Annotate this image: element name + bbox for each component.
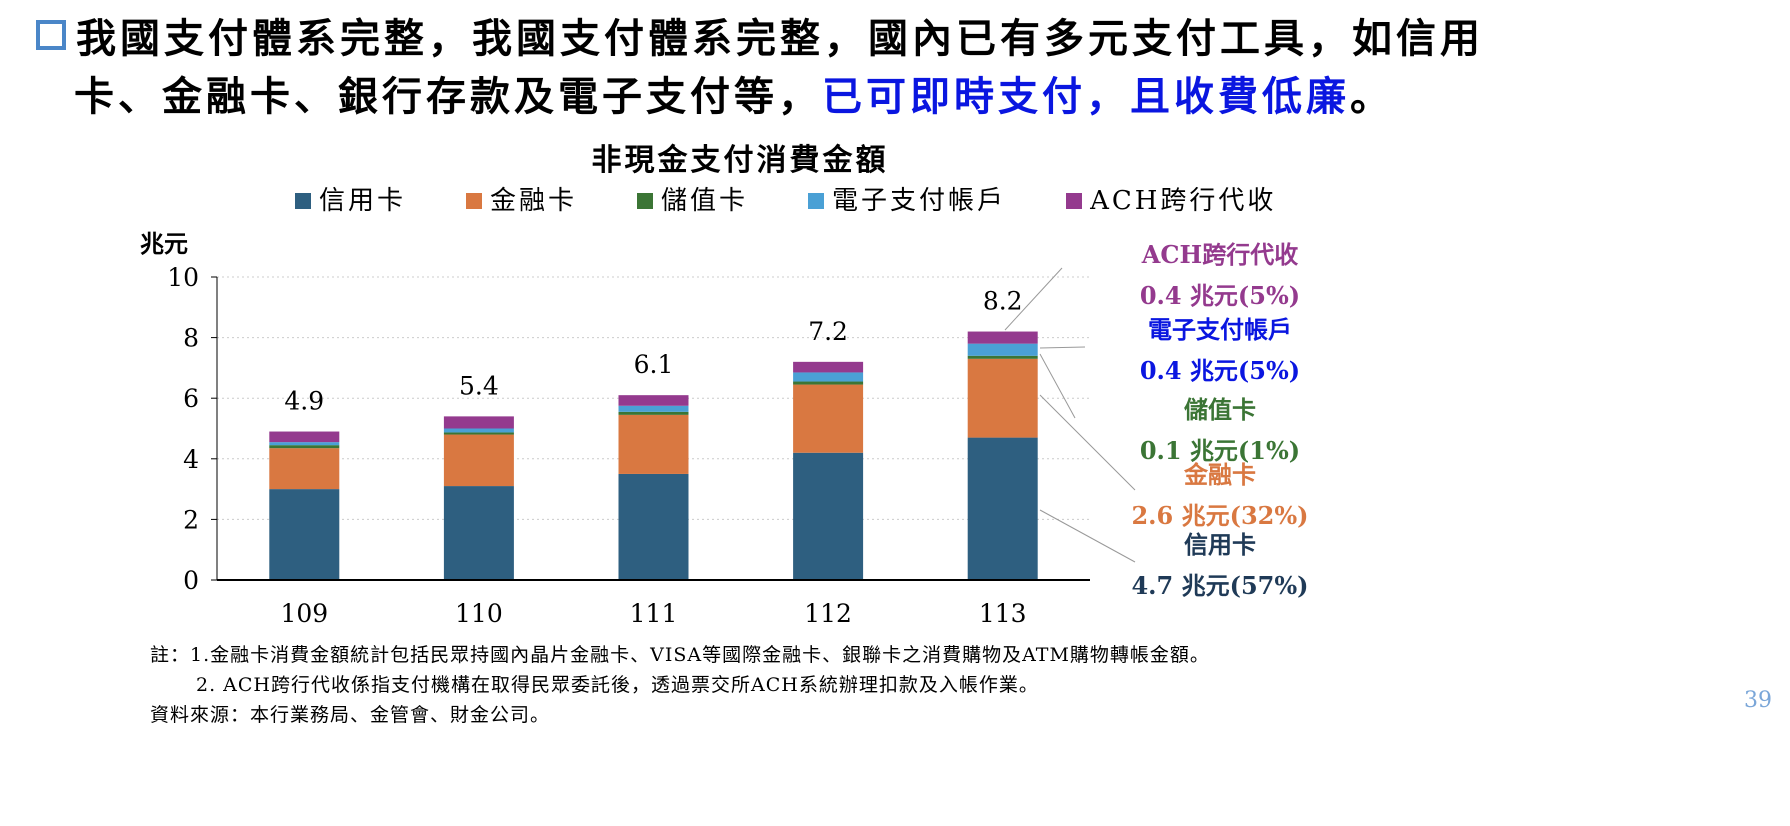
legend-swatch [637, 193, 654, 209]
legend-swatch [1066, 193, 1083, 209]
headline-end: 。 [1350, 73, 1394, 120]
chart-title: 非現金支付消費金額 [591, 143, 889, 178]
y-tick-label: 6 [183, 384, 199, 413]
legend-swatch [808, 193, 825, 209]
stacked-bar-chart: 兆元 0 2 4 6 8 10 4.9 109 5.4 110 6.1 111 7.2 112 8.2 113 [140, 229, 1136, 628]
legend-item: 金融卡 [466, 180, 577, 217]
x-tick-label: 111 [630, 599, 678, 628]
bar-segment [269, 445, 340, 449]
bar-segment [967, 358, 1038, 438]
headline-line1: 我國支付體系完整，我國支付體系完整，國內已有多元支付工具，如信用 [76, 15, 1484, 62]
bar-segment [967, 331, 1038, 344]
annotation-value: 4.7 兆元(57%) [1131, 571, 1309, 600]
legend-label: 金融卡 [490, 186, 578, 216]
annotation-label: 儲值卡 [1184, 395, 1256, 424]
bar-segment [443, 432, 514, 435]
leader-line [1004, 267, 1063, 331]
annotation-value: 2.6 兆元(32%) [1131, 501, 1309, 530]
leader-line [1039, 346, 1086, 349]
bar-segment [618, 411, 689, 415]
bar-segment [269, 431, 340, 443]
annotation-value: 0.1 兆元(1%) [1139, 436, 1301, 465]
annotation-label: ACH跨行代收 [1141, 240, 1299, 269]
bar-segment [793, 381, 864, 385]
bar-segment [967, 437, 1038, 580]
y-tick-label: 2 [183, 505, 199, 534]
legend-item: 儲值卡 [637, 180, 748, 217]
source-note: 資料來源：本行業務局、金管會、財金公司。 [150, 704, 551, 726]
bar-segment [793, 384, 864, 453]
legend-label: 信用卡 [319, 186, 407, 216]
legend-label: ACH跨行代收 [1090, 186, 1277, 216]
annotation: ACH跨行代收 0.4 兆元(5%) [1120, 235, 1320, 311]
legend-label: 儲值卡 [661, 186, 749, 216]
legend-swatch [295, 193, 311, 209]
y-tick-label: 10 [167, 263, 199, 292]
annotation: 儲值卡 0.1 兆元(1%) [1120, 390, 1320, 466]
annotation-label: 金融卡 [1184, 460, 1256, 489]
bar-segment [793, 361, 864, 373]
bar-segment [618, 405, 689, 412]
bar-segment [443, 416, 514, 429]
x-tick-label: 110 [455, 599, 503, 628]
legend-item: 信用卡 [295, 180, 406, 217]
bar-segment [618, 414, 689, 474]
annotation-value: 0.4 兆元(5%) [1139, 356, 1301, 385]
legend-label: 電子支付帳戶 [832, 186, 1007, 216]
headline: 我國支付體系完整，我國支付體系完整，國內已有多元支付工具，如信用 卡、金融卡、銀… [36, 10, 1756, 126]
annotation: 信用卡 4.7 兆元(57%) [1120, 525, 1320, 601]
annotation-value: 0.4 兆元(5%) [1139, 281, 1301, 310]
page-number: 39 [1744, 688, 1772, 713]
leader-line [1039, 353, 1076, 419]
y-tick-label: 4 [183, 445, 199, 474]
x-tick-label: 113 [979, 599, 1027, 628]
y-axis-label: 兆元 [140, 229, 188, 258]
bar-segment [269, 448, 340, 490]
bar-segment [618, 473, 689, 580]
bar-segment [443, 428, 514, 433]
legend-item: ACH跨行代收 [1066, 180, 1276, 217]
leader-line [1039, 394, 1136, 491]
annotation-label: 信用卡 [1184, 530, 1256, 559]
bar-segment [793, 452, 864, 580]
total-label: 8.2 [983, 287, 1023, 316]
bar-segment [793, 372, 864, 382]
annotation: 電子支付帳戶 0.4 兆元(5%) [1120, 310, 1320, 386]
total-label: 7.2 [808, 317, 848, 346]
legend-item: 電子支付帳戶 [808, 180, 1006, 217]
y-tick-label: 8 [183, 324, 199, 353]
bar-segment [967, 355, 1038, 359]
bar-segment [443, 434, 514, 487]
annotation-label: 電子支付帳戶 [1148, 315, 1292, 344]
total-label: 6.1 [634, 350, 674, 379]
square-bullet-icon [36, 20, 66, 50]
total-label: 5.4 [459, 371, 499, 400]
chart-legend: 信用卡 金融卡 儲值卡 電子支付帳戶 ACH跨行代收 [295, 180, 1276, 217]
bar-segment [269, 442, 340, 446]
bar-segment [967, 343, 1038, 356]
bar-segment [618, 395, 689, 406]
bar-segment [269, 489, 340, 580]
legend-swatch [466, 193, 483, 209]
x-tick-label: 109 [280, 599, 328, 628]
annotation: 金融卡 2.6 兆元(32%) [1120, 455, 1320, 531]
leader-line [1039, 509, 1136, 563]
bar-segment [443, 486, 514, 580]
total-label: 4.9 [284, 387, 324, 416]
y-tick-label: 0 [183, 566, 199, 595]
note-2: 2. ACH跨行代收係指支付機構在取得民眾委託後，透過票交所ACH系統辦理扣款及… [196, 674, 1039, 696]
headline-line2: 卡、金融卡、銀行存款及電子支付等， [74, 73, 822, 120]
headline-highlight: 已可即時支付，且收費低廉 [822, 73, 1350, 120]
x-tick-label: 112 [804, 599, 852, 628]
note-1: 註：1.金融卡消費金額統計包括民眾持國內晶片金融卡、VISA等國際金融卡、銀聯卡… [150, 644, 1210, 666]
